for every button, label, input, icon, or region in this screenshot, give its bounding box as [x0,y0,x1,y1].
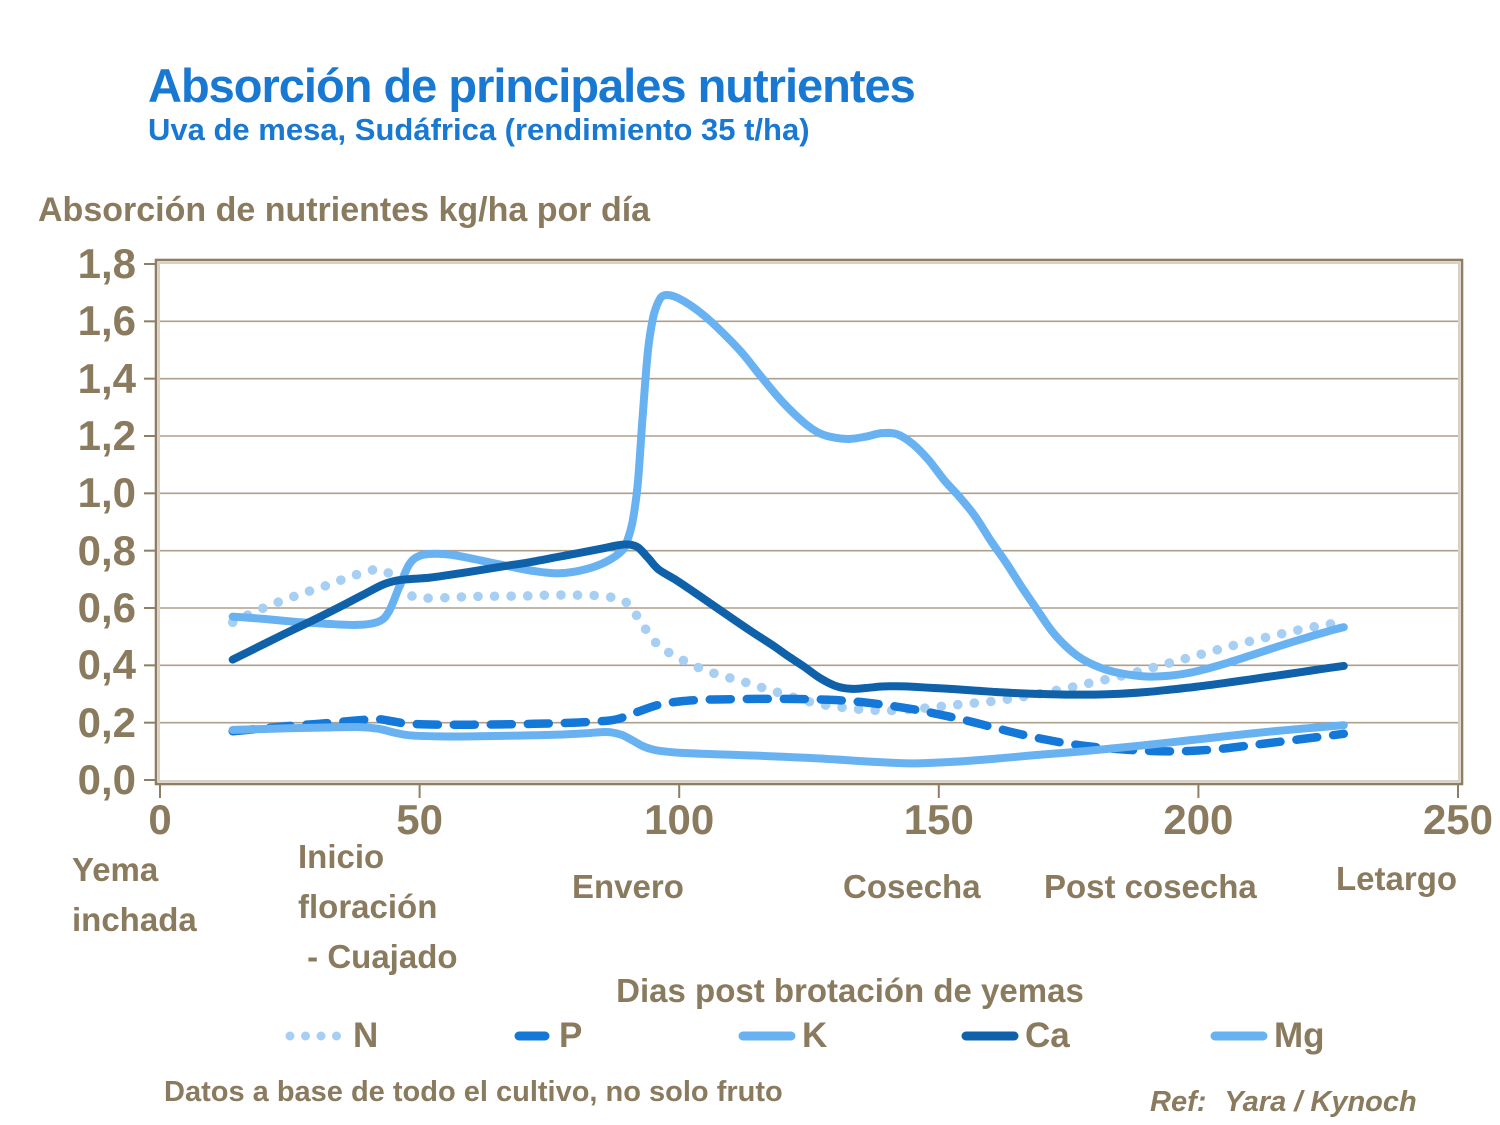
y-tick-label: 0,0 [77,756,136,803]
stage-label-post-cosecha: Post cosecha [1044,868,1257,905]
y-tick-label: 1,8 [77,240,136,287]
y-tick-label: 1,4 [77,355,136,402]
stage-label-cosecha: Cosecha [843,868,981,905]
legend-k-line-marker-icon [738,1031,796,1041]
y-tick-label: 0,8 [77,527,136,574]
y-tick-label: 0,4 [77,641,136,688]
footnote: Datos a base de todo el cultivo, no solo… [164,1076,783,1108]
legend-item-n: N [285,1014,378,1058]
x-tick-label: 250 [1422,796,1494,843]
series-line-k [228,290,1348,681]
x-tick-label: 50 [396,796,443,843]
y-tick-label: 1,0 [77,469,136,516]
legend: N P K Ca Mg [0,1014,1500,1062]
legend-mg-line-marker-icon [1210,1031,1268,1041]
legend-item-ca: Ca [961,1014,1070,1058]
legend-label: N [353,1016,379,1055]
page-subtitle: Uva de mesa, Sudáfrica (rendimiento 35 t… [148,112,810,147]
y-tick-label: 0,6 [77,584,136,631]
plot-border-outer [154,258,1464,786]
series-line-p [228,694,1349,756]
x-axis-title: Dias post brotación de yemas [616,972,1084,1009]
legend-ca-line-marker-icon [961,1031,1019,1041]
stage-label-inicio-floracion: Inicio floración - Cuajado [298,838,458,975]
x-tick-label: 150 [903,796,974,843]
x-tick-label: 0 [148,796,172,843]
legend-label: P [559,1016,583,1055]
plot-border-inner [158,262,1460,782]
reference-value: Yara / Kynoch [1224,1086,1417,1118]
legend-item-mg: Mg [1210,1014,1325,1058]
reference: Ref: Yara / Kynoch [1150,1086,1417,1119]
x-tick-label: 200 [1163,796,1234,843]
legend-item-k: K [738,1014,827,1058]
series-line-ca [228,540,1348,699]
y-tick-label: 0,2 [77,699,136,746]
x-tick-label: 100 [644,796,715,843]
legend-n-dotted-marker-icon [285,1031,347,1041]
legend-label: Mg [1274,1016,1325,1055]
y-tick-label: 1,2 [77,412,136,459]
y-axis-title: Absorción de nutrientes kg/ha por día [38,191,651,229]
stage-label-letargo: Letargo [1336,860,1458,897]
legend-item-p: P [513,1014,582,1058]
y-tick-label: 1,6 [77,297,136,344]
reference-label: Ref: [1150,1086,1207,1118]
stage-label-yema-inchada: Yema inchada [72,851,197,938]
legend-label: K [802,1016,828,1055]
legend-p-dashed-marker-icon [514,1031,550,1041]
stage-label-envero: Envero [572,868,684,905]
page-title: Absorción de principales nutrientes [148,59,916,112]
series-line-mg [228,721,1348,768]
legend-label: Ca [1025,1016,1070,1055]
